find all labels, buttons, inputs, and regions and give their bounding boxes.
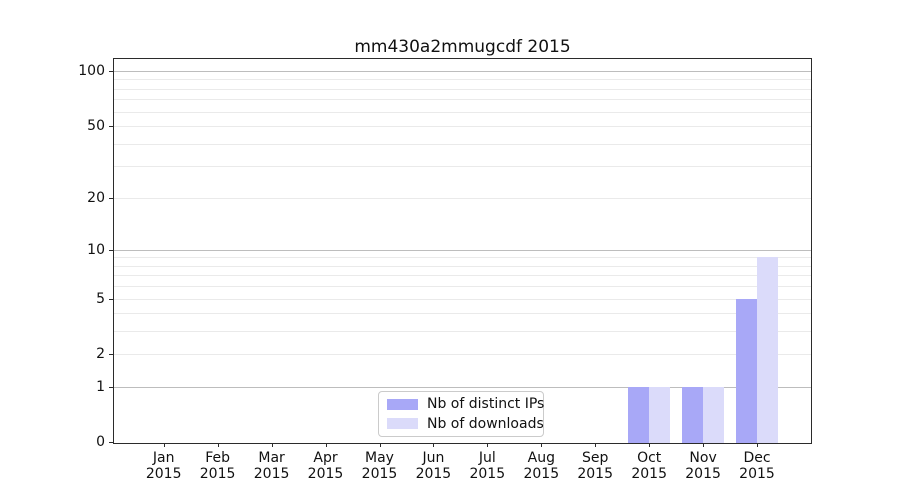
gridline-y-3 (114, 331, 811, 333)
x-tick-may (379, 443, 381, 447)
x-tick-apr (325, 443, 327, 447)
gridline-y-70 (114, 99, 811, 101)
x-tick-sep (595, 443, 597, 447)
gridline-y-2 (114, 354, 811, 356)
bar-distinct-ips-nov (682, 387, 704, 443)
x-tick-label-apr: Apr 2015 (307, 450, 344, 482)
x-tick-label-aug: Aug 2015 (523, 450, 560, 482)
y-tick-label-100: 100 (78, 62, 105, 79)
y-tick-label-50: 50 (87, 118, 105, 134)
gridline-y-6 (114, 286, 811, 288)
gridline-major-y-100 (114, 70, 811, 72)
x-tick-label-mar: Mar 2015 (253, 450, 290, 482)
y-tick-2 (109, 354, 113, 356)
y-tick-label-5: 5 (96, 290, 105, 307)
x-tick-jul (487, 443, 489, 447)
gridline-y-40 (114, 143, 811, 145)
gridline-y-9 (114, 257, 811, 259)
y-tick-label-0: 0 (96, 434, 105, 450)
gridline-y-8 (114, 265, 811, 267)
x-tick-mar (271, 443, 273, 447)
legend-swatch-downloads (387, 418, 418, 430)
x-tick-label-jul: Jul 2015 (469, 450, 506, 482)
gridline-y-5 (114, 298, 811, 300)
x-tick-label-oct: Oct 2015 (631, 450, 668, 482)
x-tick-nov (703, 443, 705, 447)
gridline-y-60 (114, 111, 811, 113)
y-tick-1 (109, 387, 113, 389)
x-tick-label-feb: Feb 2015 (199, 450, 236, 482)
y-tick-100 (109, 70, 113, 72)
legend-item-distinct-ips: Nb of distinct IPs (387, 396, 544, 413)
y-tick-label-2: 2 (96, 346, 105, 363)
gridline-y-80 (114, 88, 811, 90)
y-tick-10 (109, 249, 113, 251)
y-tick-5 (109, 298, 113, 300)
gridline-y-20 (114, 197, 811, 199)
bar-distinct-ips-dec (736, 298, 757, 443)
x-tick-label-jan: Jan 2015 (145, 450, 182, 482)
bar-distinct-ips-oct (628, 387, 650, 443)
y-tick-20 (109, 197, 113, 199)
gridline-major-y-10 (114, 249, 811, 251)
y-tick-label-10: 10 (87, 241, 105, 258)
y-tick-0 (109, 442, 113, 443)
x-tick-label-jun: Jun 2015 (415, 450, 452, 482)
x-tick-aug (541, 443, 543, 447)
plot-area: 0 1 2 5 10 20 50 100 Jan 2015 Feb 2015 Mar 2015 Apr 201… (78, 58, 812, 482)
x-tick-label-may: May 2015 (361, 450, 398, 482)
y-tick-label-20: 20 (87, 189, 105, 206)
x-tick-jan (163, 443, 165, 447)
x-tick-jun (433, 443, 435, 447)
gridline-y-7 (114, 275, 811, 277)
legend-item-downloads: Nb of downloads (387, 416, 544, 433)
legend-label-downloads: Nb of downloads (427, 415, 544, 432)
y-tick-50 (109, 126, 113, 127)
bar-downloads-nov (703, 387, 725, 443)
legend-swatch-distinct-ips (387, 398, 418, 410)
x-tick-label-dec: Dec 2015 (739, 450, 775, 482)
legend-label-distinct-ips: Nb of distinct IPs (427, 396, 545, 413)
gridline-y-50 (114, 126, 811, 127)
x-tick-feb (217, 443, 219, 447)
y-tick-label-1: 1 (96, 379, 105, 396)
chart-title: mm430a2mmugcdf 2015 (354, 37, 571, 57)
x-tick-dec (757, 443, 758, 447)
gridline-y-4 (114, 313, 811, 315)
x-tick-label-sep: Sep 2015 (577, 450, 614, 482)
gridline-y-30 (114, 166, 811, 168)
x-tick-oct (649, 443, 651, 447)
bar-downloads-oct (649, 387, 671, 443)
bar-downloads-dec (757, 257, 778, 443)
legend: Nb of distinct IPs Nb of downloads (378, 391, 544, 437)
gridline-y-90 (114, 79, 811, 81)
x-tick-label-nov: Nov 2015 (685, 450, 721, 482)
